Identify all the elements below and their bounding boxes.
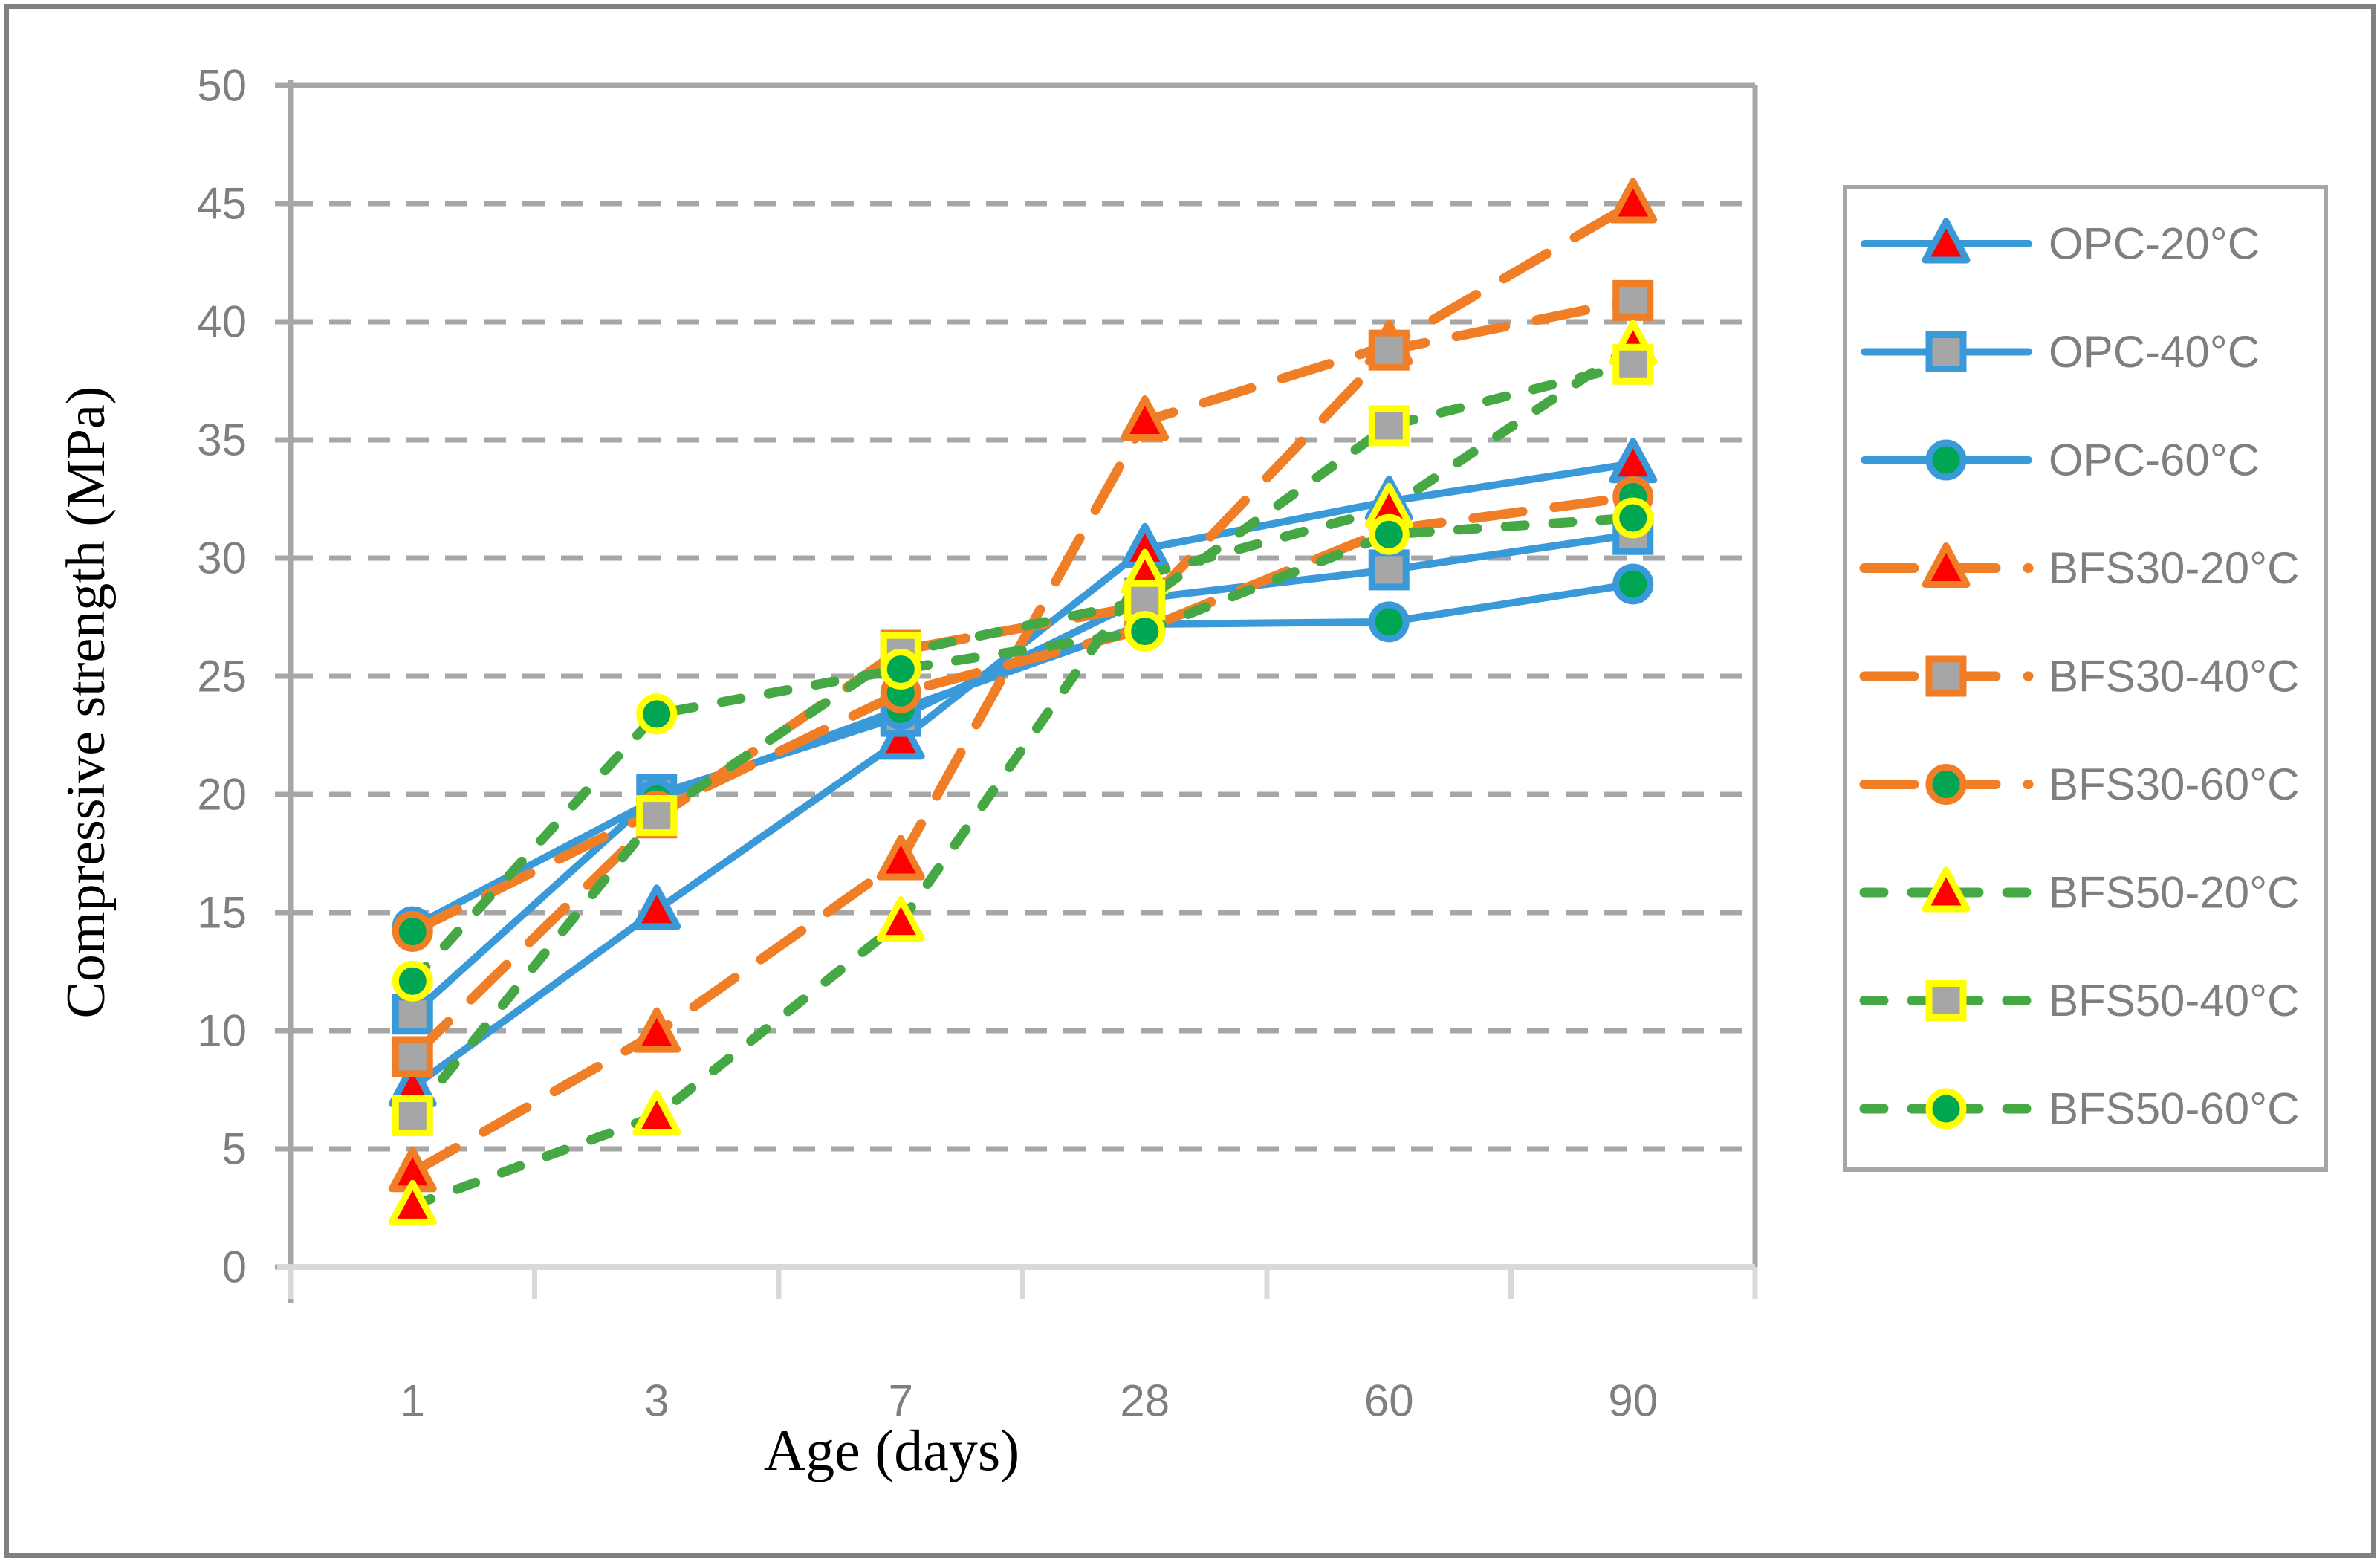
y-tick-label-30: 30 bbox=[197, 534, 247, 583]
triangle-marker-BFS50-20°C-1 bbox=[388, 1179, 437, 1225]
triangle-marker-BFS30-20°C-3 bbox=[632, 1007, 681, 1053]
series-line-OPC-40°C bbox=[409, 531, 1637, 1018]
triangle-marker-BFS30-20°C-90 bbox=[1609, 178, 1658, 224]
series-line-BFS50-20°C bbox=[407, 340, 1638, 1211]
square-marker-OPC-40°C-60 bbox=[1368, 549, 1410, 591]
series-line-BFS50-40°C bbox=[407, 359, 1638, 1121]
y-tick-label-20: 20 bbox=[197, 770, 247, 820]
square-marker-BFS30-40°C-60 bbox=[1368, 329, 1410, 371]
legend: OPC-20°C OPC-40°C OPC-60°C BFS30-20°C BFS30-… bbox=[1843, 185, 2328, 1172]
legend-label: OPC-20°C bbox=[2049, 219, 2260, 269]
square-marker-BFS50-40°C-90 bbox=[1612, 343, 1654, 385]
axis-labels: 0 5 10 15 20 25 30 35 40 45 50 1 3 7 28 60 90 bbox=[197, 61, 1658, 1426]
legend-item-BFS30-40°C: BFS30-40°C bbox=[1859, 652, 2299, 701]
series-line-OPC-60°C bbox=[409, 580, 1637, 931]
square-marker-BFS30-40°C-90 bbox=[1612, 279, 1654, 321]
gridlines bbox=[291, 201, 1755, 1152]
triangle-marker-OPC-20°C-90 bbox=[1609, 438, 1658, 484]
square-marker-BFS30-40°C-1 bbox=[392, 1036, 433, 1077]
square-marker-legend-BFS50-40°C bbox=[1925, 980, 1967, 1021]
triangle-marker-legend-BFS50-20°C bbox=[1922, 866, 1971, 913]
circle-marker-BFS50-60°C-90 bbox=[1612, 497, 1654, 539]
x-tick-label-7: 7 bbox=[889, 1376, 913, 1426]
legend-label: BFS30-60°C bbox=[2049, 759, 2299, 809]
circle-marker-BFS50-60°C-3 bbox=[636, 693, 678, 735]
legend-label: BFS50-20°C bbox=[2049, 868, 2299, 918]
y-tick-label-0: 0 bbox=[222, 1242, 247, 1292]
circle-marker-BFS50-60°C-60 bbox=[1368, 513, 1410, 555]
circle-marker-legend-OPC-60°C bbox=[1925, 439, 1967, 481]
legend-item-BFS50-20°C: BFS50-20°C bbox=[1859, 866, 2299, 918]
y-tick-label-10: 10 bbox=[197, 1006, 247, 1056]
legend-label: BFS30-40°C bbox=[2049, 652, 2299, 701]
circle-marker-BFS50-60°C-28 bbox=[1124, 611, 1166, 652]
series-line-BFS50-60°C bbox=[407, 513, 1638, 986]
x-tick-label-90: 90 bbox=[1608, 1376, 1658, 1426]
square-marker-BFS50-40°C-3 bbox=[636, 795, 678, 837]
axes bbox=[275, 80, 1758, 1303]
circle-marker-BFS50-60°C-7 bbox=[880, 648, 921, 690]
x-tick-label-3: 3 bbox=[644, 1376, 669, 1426]
legend-label: OPC-40°C bbox=[2049, 327, 2260, 377]
triangle-marker-OPC-20°C-3 bbox=[632, 884, 681, 930]
triangle-marker-BFS50-20°C-7 bbox=[876, 896, 925, 942]
legend-label: BFS50-40°C bbox=[2049, 976, 2299, 1025]
triangle-marker-legend-BFS30-20°C bbox=[1922, 542, 1971, 588]
circle-marker-OPC-60°C-60 bbox=[1368, 601, 1410, 643]
y-tick-label-25: 25 bbox=[197, 652, 247, 701]
y-tick-label-15: 15 bbox=[197, 888, 247, 938]
figure-border bbox=[4, 4, 2376, 1558]
x-axis-title: Age (days) bbox=[764, 1418, 1019, 1482]
y-tick-label-35: 35 bbox=[197, 415, 247, 465]
legend-item-OPC-40°C: OPC-40°C bbox=[1861, 327, 2260, 377]
circle-marker-legend-BFS50-60°C bbox=[1925, 1088, 1967, 1130]
y-tick-label-45: 45 bbox=[197, 179, 247, 229]
legend-item-BFS30-20°C: BFS30-20°C bbox=[1859, 542, 2299, 593]
triangle-marker-BFS30-20°C-7 bbox=[876, 835, 925, 881]
square-marker-OPC-40°C-1 bbox=[392, 994, 433, 1035]
legend-item-OPC-20°C: OPC-20°C bbox=[1861, 218, 2260, 269]
square-marker-legend-BFS30-40°C bbox=[1925, 655, 1967, 697]
data-series bbox=[388, 178, 1658, 1225]
circle-marker-BFS50-60°C-1 bbox=[392, 960, 433, 1002]
circle-marker-BFS30-60°C-1 bbox=[392, 910, 433, 952]
square-marker-BFS50-40°C-60 bbox=[1368, 405, 1410, 447]
series-line-BFS30-60°C bbox=[407, 491, 1638, 936]
legend-item-OPC-60°C: OPC-60°C bbox=[1861, 435, 2260, 485]
legend-label: BFS30-20°C bbox=[2049, 543, 2299, 593]
legend-item-BFS30-60°C: BFS30-60°C bbox=[1859, 759, 2299, 809]
square-marker-legend-OPC-40°C bbox=[1925, 331, 1967, 372]
square-marker-BFS50-40°C-1 bbox=[392, 1095, 433, 1136]
x-tick-label-28: 28 bbox=[1120, 1376, 1170, 1426]
legend-label: BFS50-60°C bbox=[2049, 1084, 2299, 1134]
triangle-marker-BFS30-20°C-28 bbox=[1121, 395, 1170, 441]
legend-item-BFS50-40°C: BFS50-40°C bbox=[1859, 976, 2299, 1025]
legend-item-BFS50-60°C: BFS50-60°C bbox=[1859, 1084, 2299, 1134]
y-tick-label-50: 50 bbox=[197, 61, 247, 111]
y-tick-label-40: 40 bbox=[197, 297, 247, 347]
series-line-BFS30-20°C bbox=[407, 198, 1638, 1178]
y-tick-label-5: 5 bbox=[222, 1124, 247, 1174]
x-tick-label-1: 1 bbox=[401, 1376, 425, 1426]
triangle-marker-legend-OPC-20°C bbox=[1922, 218, 1971, 264]
circle-marker-OPC-60°C-90 bbox=[1612, 563, 1654, 605]
triangle-marker-BFS50-20°C-3 bbox=[632, 1089, 681, 1135]
triangle-marker-OPC-20°C-7 bbox=[876, 714, 925, 760]
circle-marker-legend-BFS30-60°C bbox=[1925, 764, 1967, 805]
legend-label: OPC-60°C bbox=[2049, 435, 2260, 485]
x-tick-label-60: 60 bbox=[1364, 1376, 1414, 1426]
y-axis-title: Compressive strength (MPa) bbox=[56, 386, 117, 1019]
